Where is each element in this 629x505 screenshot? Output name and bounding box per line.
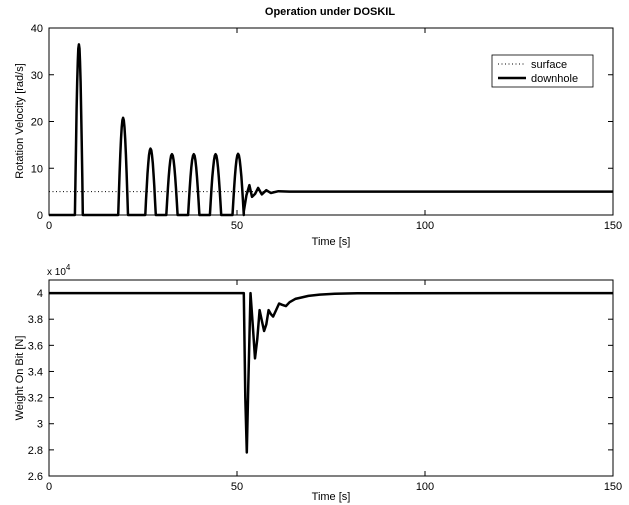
chart-title: Operation under DOSKIL bbox=[265, 6, 395, 18]
x-axis-label: Time [s] bbox=[312, 236, 351, 248]
y-tick-label: 2.8 bbox=[28, 445, 43, 457]
x-tick-label: 150 bbox=[604, 481, 622, 493]
y-multiplier: x 104 bbox=[47, 263, 71, 278]
y-tick-label: 3.4 bbox=[28, 366, 43, 378]
y-tick-label: 20 bbox=[31, 117, 43, 129]
axis-ticks: 0 50 100 150 2.6 2.8 3 3.2 3.4 3.6 3.8 4 bbox=[28, 280, 622, 493]
plot-area bbox=[48, 279, 614, 477]
y-tick-label: 2.6 bbox=[28, 471, 43, 483]
y-tick-label: 3.2 bbox=[28, 393, 43, 405]
y-tick-label: 10 bbox=[31, 163, 43, 175]
x-tick-label: 150 bbox=[604, 220, 622, 232]
x-axis-label: Time [s] bbox=[312, 491, 351, 503]
y-tick-label: 4 bbox=[37, 288, 43, 300]
weight-on-bit-panel: x 104 0 50 100 150 2.6 2.8 3 3.2 3.4 3.6 3.8 4 Time… bbox=[14, 263, 622, 503]
x-tick-label: 0 bbox=[46, 220, 52, 232]
x-tick-label: 50 bbox=[231, 220, 243, 232]
y-tick-label: 3.8 bbox=[28, 314, 43, 326]
series-line-downhole bbox=[49, 43, 613, 217]
y-axis-label: Rotation Velocity [rad/s] bbox=[14, 63, 26, 179]
series-line-panel2 bbox=[49, 291, 614, 454]
x-tick-label: 100 bbox=[416, 481, 434, 493]
x-tick-label: 100 bbox=[416, 220, 434, 232]
series-lines bbox=[49, 43, 613, 217]
legend-box bbox=[491, 54, 594, 88]
y-tick-label: 3.6 bbox=[28, 340, 43, 352]
y-tick-label: 3 bbox=[37, 419, 43, 431]
rotation-velocity-panel: Operation under DOSKIL 0 50 100 150 0 10 20 30 4… bbox=[14, 6, 622, 248]
series-lines bbox=[49, 291, 614, 454]
legend-label-downhole: downhole bbox=[531, 73, 578, 85]
x-tick-label: 0 bbox=[46, 481, 52, 493]
y-axis-label: Weight On Bit [N] bbox=[14, 336, 26, 421]
y-tick-label: 40 bbox=[31, 23, 43, 35]
legend: surface downhole bbox=[491, 54, 594, 88]
axis-ticks: 0 50 100 150 0 10 20 30 40 bbox=[31, 23, 622, 232]
y-tick-label: 30 bbox=[31, 70, 43, 82]
y-tick-label: 0 bbox=[37, 210, 43, 222]
legend-label-surface: surface bbox=[531, 59, 567, 71]
x-tick-label: 50 bbox=[231, 481, 243, 493]
